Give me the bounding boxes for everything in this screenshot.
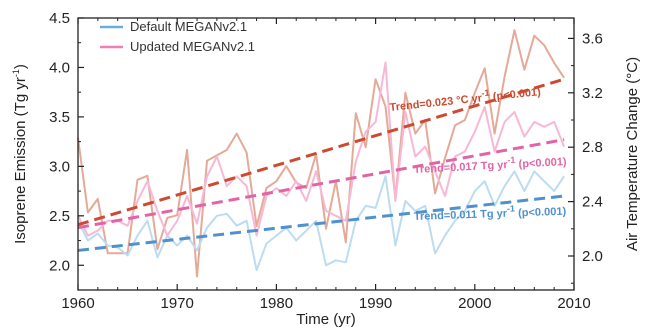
y-left-tick-label: 3.5 [49,109,70,126]
y-left-tick-label: 2.5 [49,208,70,225]
trend-label-temperature-sup: -1 [481,88,490,99]
y-right-tick-label: 2.0 [582,248,603,265]
trend-label-temperature-tail: (p<0.001) [489,86,541,103]
y-axis-left-title: Isoprene Emission (Tg yr-1) [11,64,29,244]
y-right-tick-label: 3.6 [582,30,603,47]
legend-label-default: Default MEGANv2.1 [130,19,247,34]
x-tick-label: 2010 [557,295,590,312]
tick-layer: 1960 1970 1980 1990 2000 2010 2.0 2.5 3.0 3.5 4.0 4… [49,10,603,312]
x-tick-label: 1980 [260,295,293,312]
trend-line-default-meganv2-1-trend [77,194,565,252]
trend-label-default-sup: -1 [507,203,515,213]
y-axis-left-title-tail: ) [12,64,29,69]
x-tick-label: 1960 [61,295,94,312]
legend: Default MEGANv2.1 Updated MEGANv2.1 [100,19,255,54]
y-right-tick-label: 2.4 [582,194,603,211]
x-tick-label: 2000 [458,295,491,312]
y-axis-left-title-sup: -1 [11,69,21,77]
y-axis-left-title-main: Isoprene Emission (Tg yr [12,77,29,244]
series-line-updated-meganv2-1 [77,61,566,237]
series-line-default-meganv2-1 [77,170,565,272]
trend-label-default: Trend=0.011 Tg yr-1 (p<0.001) [414,202,567,223]
y-right-tick-label: 3.2 [582,85,603,102]
legend-label-updated: Updated MEGANv2.1 [130,39,255,54]
y-left-tick-label: 2.0 [49,257,70,274]
x-tick-label: 1990 [359,295,392,312]
series-layer [77,29,566,278]
x-axis-title: Time (yr) [296,311,355,328]
y-right-tick-label: 2.8 [582,139,603,156]
y-axis-right-title: Air Temperature Change (°C) [624,57,641,251]
trend-label-default-tail: (p<0.001) [515,206,567,220]
y-left-tick-label: 4.0 [49,59,70,76]
trend-layer [77,77,565,252]
y-left-tick-label: 3.0 [49,158,70,175]
trend-label-updated-sup: -1 [507,155,516,165]
trend-label-default-main: Trend=0.011 Tg yr [414,208,508,223]
y-left-tick-label: 4.5 [49,10,70,27]
trend-line-updated-meganv2-1-trend [77,138,565,230]
trend-label-updated-tail: (p<0.001) [515,156,567,171]
trend-label-updated: Trend=0.017 Tg yr-1 (p<0.001) [413,152,567,176]
trend-label-updated-main: Trend=0.017 Tg yr [414,159,509,176]
trend-label-temperature: Trend=0.023 °C yr-1 (p<0.001) [389,82,542,114]
plot-frame [77,17,575,291]
x-tick-label: 1970 [161,295,194,312]
